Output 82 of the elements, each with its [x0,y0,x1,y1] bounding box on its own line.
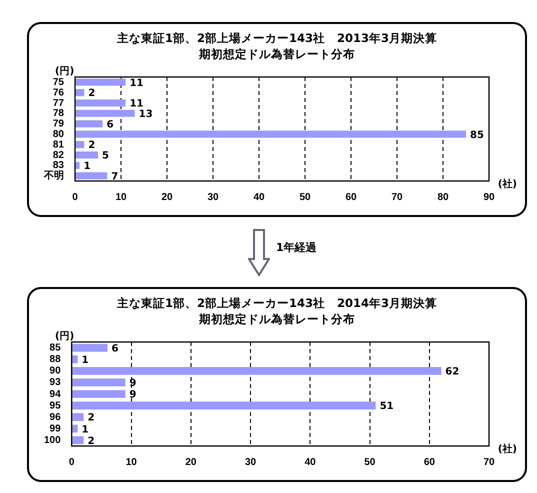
data-label: 6 [111,343,118,354]
x-tick-label: 60 [345,192,357,203]
bar [72,344,108,352]
y-tick-label: 78 [52,108,64,120]
y-tick-label: 81 [52,139,64,150]
bar [72,402,376,410]
x-tick-label: 60 [424,456,436,468]
bar [72,424,78,433]
bar [76,110,135,117]
x-tick-label: 30 [244,456,257,468]
x-tick-label: 30 [207,192,219,203]
x-tick-label: 70 [391,192,403,203]
bar [72,366,442,375]
y-axis-title: (円) [55,330,74,343]
x-tick-label: 50 [364,456,376,468]
data-label: 85 [470,130,484,141]
x-axis-title: (社) [498,442,517,456]
bar [76,162,80,169]
y-tick-label: 76 [52,87,64,98]
y-tick-label: 90 [50,366,62,377]
x-tick-label: 0 [72,192,78,203]
data-label: 1 [84,160,91,172]
data-label: 11 [130,98,144,110]
x-tick-label: 10 [115,192,127,203]
data-label: 2 [88,88,96,100]
bar [76,89,84,96]
bar [72,355,78,364]
y-tick-label: 79 [52,118,64,130]
bar [76,151,98,159]
x-axis-title: (社) [498,178,517,191]
bar [72,390,126,398]
x-tick-label: 20 [161,192,173,203]
y-tick-label: 95 [50,400,62,412]
data-label: 1 [82,354,89,366]
y-tick-label: 100 [44,434,62,446]
bar [76,78,126,86]
x-tick-label: 0 [68,456,75,468]
y-tick-label: 82 [52,150,64,161]
y-axis-title: (円) [55,65,74,78]
bar [72,413,84,422]
y-tick-label: 99 [50,423,62,434]
data-label: 5 [102,150,109,162]
y-tick-label: 不明 [43,170,64,182]
y-tick-label: 88 [50,354,62,366]
chart-subtitle: 期初想定ドル為替レート分布 [198,46,356,62]
y-tick-label: 80 [52,128,64,140]
bar [76,99,126,107]
y-tick-label: 96 [50,412,62,423]
data-label: 11 [130,78,144,89]
data-label: 6 [106,119,114,130]
bar [72,378,126,386]
bar [76,130,466,138]
y-tick-label: 85 [50,342,62,354]
data-label: 1 [82,424,89,436]
y-tick-label: 94 [50,388,62,400]
x-tick-label: 70 [483,456,495,468]
chart-subtitle: 期初想定ドル為替レート分布 [198,311,356,327]
y-tick-label: 75 [52,76,64,88]
data-label: 51 [380,401,394,412]
data-label: 62 [445,366,460,378]
x-tick-label: 10 [126,456,138,468]
x-tick-label: 80 [437,192,449,203]
y-tick-label: 93 [50,377,62,388]
chart-title: 主な東証1部、2部上場メーカー143社 2014年3月期決算 [116,295,438,311]
bar [76,172,108,180]
chart-title: 主な東証1部、2部上場メーカー143社 2013年3月期決算 [116,30,438,46]
x-tick-label: 90 [483,192,495,203]
data-label: 7 [111,171,118,182]
text: 1年経過 [276,240,317,255]
data-label: 13 [138,108,153,120]
data-label: 2 [88,140,96,152]
data-label: 2 [88,412,95,424]
bar [76,120,103,128]
bar [72,436,84,444]
y-tick-label: 77 [52,98,64,109]
y-tick-label: 83 [52,160,64,172]
x-tick-label: 40 [304,456,316,468]
data-label: 2 [88,436,95,447]
bar [76,141,84,148]
x-tick-label: 20 [185,456,197,468]
x-tick-label: 50 [299,192,311,203]
x-tick-label: 40 [253,192,265,203]
